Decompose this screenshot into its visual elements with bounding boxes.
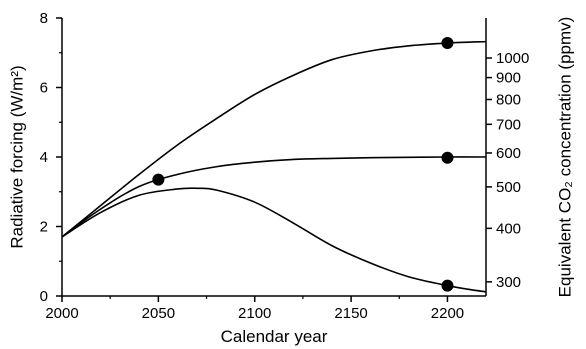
x-tick-label: 2150 <box>334 305 367 322</box>
right-tick-label: 400 <box>496 220 521 237</box>
right-tick-label: 700 <box>496 116 521 133</box>
data-marker-3 <box>441 151 454 164</box>
right-axis-title: Equivalent CO₂ concentration (ppmv) <box>555 17 574 298</box>
markers-group <box>152 37 454 292</box>
right-tick-label: 300 <box>496 274 521 291</box>
series-line-2 <box>61 156 487 238</box>
x-axis-title: Calendar year <box>221 327 328 346</box>
ticks: 2000 2050 2100 2150 2200 0 2 4 6 8 1000 900 800 700 60… <box>40 10 530 322</box>
series-line-3 <box>61 187 487 293</box>
y-tick-label: 0 <box>40 288 48 305</box>
data-marker-1 <box>152 173 165 186</box>
data-marker-4 <box>441 279 454 292</box>
y-tick-label: 4 <box>40 149 48 166</box>
y-tick-label: 2 <box>40 219 48 236</box>
x-tick-label: 2200 <box>431 305 464 322</box>
series-group <box>61 40 487 293</box>
y-tick-label: 6 <box>40 80 48 97</box>
right-tick-label: 800 <box>496 91 521 108</box>
series-line-1 <box>61 40 487 238</box>
right-tick-label: 1000 <box>496 50 529 67</box>
right-tick-label: 500 <box>496 179 521 196</box>
y-axis-title: Radiative forcing (W/m²) <box>7 65 26 248</box>
right-tick-label: 900 <box>496 70 521 87</box>
data-marker-2 <box>441 37 454 50</box>
y-tick-label: 8 <box>40 10 48 27</box>
x-tick-label: 2000 <box>45 305 78 322</box>
x-tick-label: 2050 <box>142 305 175 322</box>
x-tick-label: 2100 <box>238 305 271 322</box>
right-tick-label: 600 <box>496 145 521 162</box>
